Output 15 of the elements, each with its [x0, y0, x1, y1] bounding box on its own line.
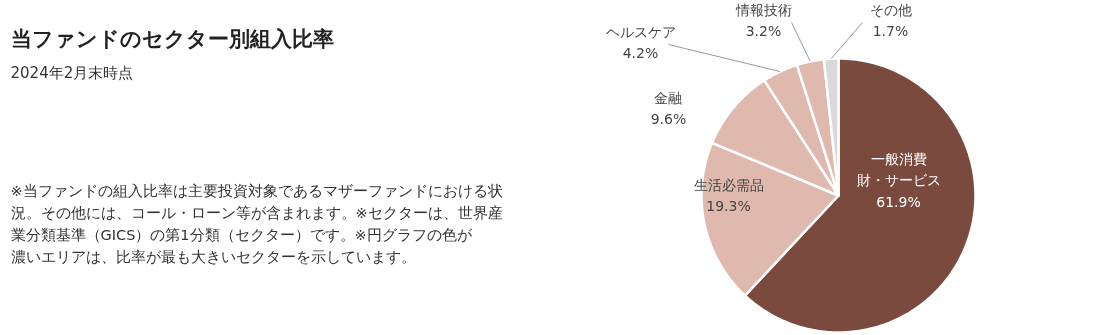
data-label: 3.2%	[745, 23, 782, 40]
text: ※当ファンドの組入比率は主要投資対象であるマザーファンドにおける状況。その他には、コール・ローン等が含まれます。※セクターは、世界産業分類基準（GICS）の第1分類（セクター）です。※円グラフの色が濃いエリアは、比率が最も大きいセクターを示しています。	[10, 182, 503, 265]
slice-label: 一般消費財・サービス	[856, 150, 941, 189]
data-label: 1.7%	[872, 23, 909, 40]
slice-label: 生活必需品	[693, 176, 764, 193]
slice-label: 金融	[654, 89, 683, 106]
data-label: 61.9%	[876, 194, 921, 211]
text: 2024年2月末時点	[10, 63, 134, 82]
slice-label: ヘルスケア	[605, 23, 676, 40]
slice-label: 情報技術	[734, 1, 792, 18]
data-label: 19.3%	[706, 198, 751, 215]
slice-label: その他	[869, 1, 912, 18]
data-label: 4.2%	[622, 45, 659, 62]
data-label: 9.6%	[650, 111, 687, 128]
text: 当ファンドのセクター別組入比率	[10, 26, 334, 51]
